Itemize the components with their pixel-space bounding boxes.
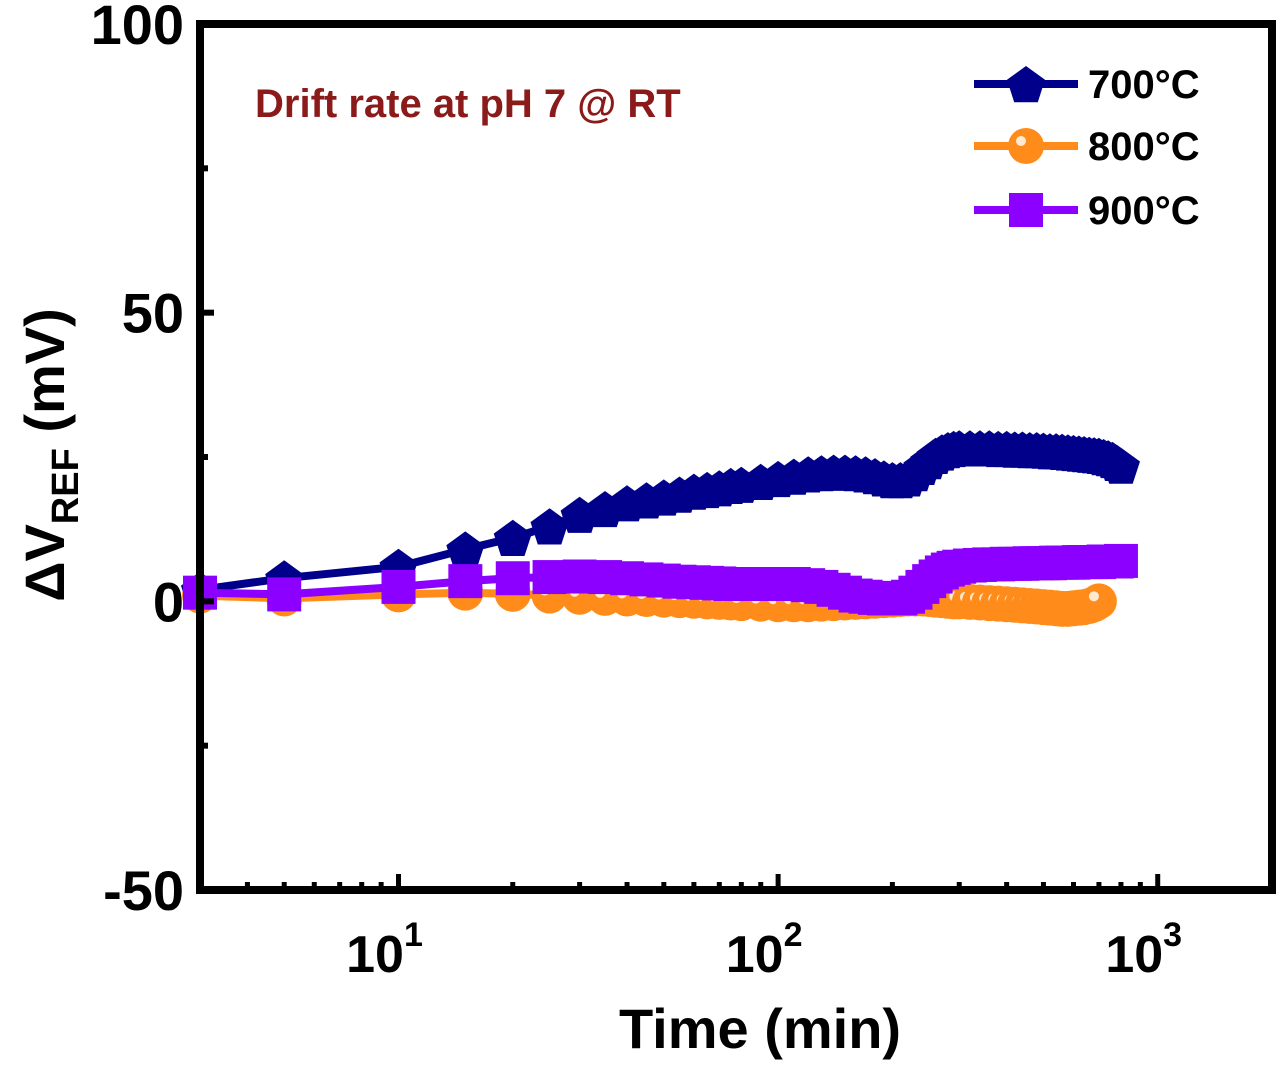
chart-annotation: Drift rate at pH 7 @ RT <box>255 82 681 126</box>
legend: 700°C 800°C 900°C <box>974 63 1200 233</box>
y-tick-label: -50 <box>103 859 184 922</box>
y-axis-title-prefix: ΔV <box>13 524 76 602</box>
legend-marker <box>1008 128 1044 164</box>
data-point-s1 <box>493 519 532 556</box>
data-point-s1 <box>446 531 485 568</box>
legend-item-3: 900°C <box>974 189 1200 233</box>
data-point-s1 <box>530 508 569 545</box>
x-tick-label: 101 <box>346 916 423 984</box>
data-point-s3 <box>1103 543 1138 578</box>
axis-ticks <box>197 21 1275 893</box>
legend-marker-highlight <box>1016 136 1026 146</box>
y-tick-label: 50 <box>122 282 184 345</box>
series-1 <box>181 430 1140 608</box>
data-point-s3 <box>532 560 567 595</box>
legend-label: 900°C <box>1088 189 1200 233</box>
legend-item-1: 700°C <box>974 63 1200 107</box>
legend-label: 800°C <box>1088 125 1200 169</box>
data-point-s2-highlight <box>1088 591 1099 602</box>
svg-text:ΔVREF (mV): ΔVREF (mV) <box>13 308 87 602</box>
y-axis-title-suffix: (mV) <box>13 308 76 448</box>
data-point-s3 <box>267 577 302 612</box>
data-point-s1 <box>1101 447 1140 484</box>
plot-area <box>181 430 1140 627</box>
y-tick-label: 0 <box>153 570 184 633</box>
data-point-s2 <box>1080 583 1117 620</box>
data-point-s3 <box>495 561 530 596</box>
legend-label: 700°C <box>1088 63 1200 107</box>
legend-marker <box>1007 66 1045 103</box>
y-axis-title: ΔVREF (mV) <box>13 308 87 602</box>
y-axis-title-subscript: REF <box>45 448 87 524</box>
x-axis-title: Time (min) <box>619 997 901 1060</box>
data-point-s3 <box>381 569 416 604</box>
series-3 <box>183 543 1138 616</box>
legend-marker <box>1009 193 1043 227</box>
x-tick-label: 103 <box>1105 916 1182 984</box>
data-point-s3 <box>448 564 483 599</box>
x-tick-label: 102 <box>726 916 803 984</box>
legend-item-2: 800°C <box>974 125 1200 169</box>
y-tick-label: 100 <box>91 0 184 56</box>
